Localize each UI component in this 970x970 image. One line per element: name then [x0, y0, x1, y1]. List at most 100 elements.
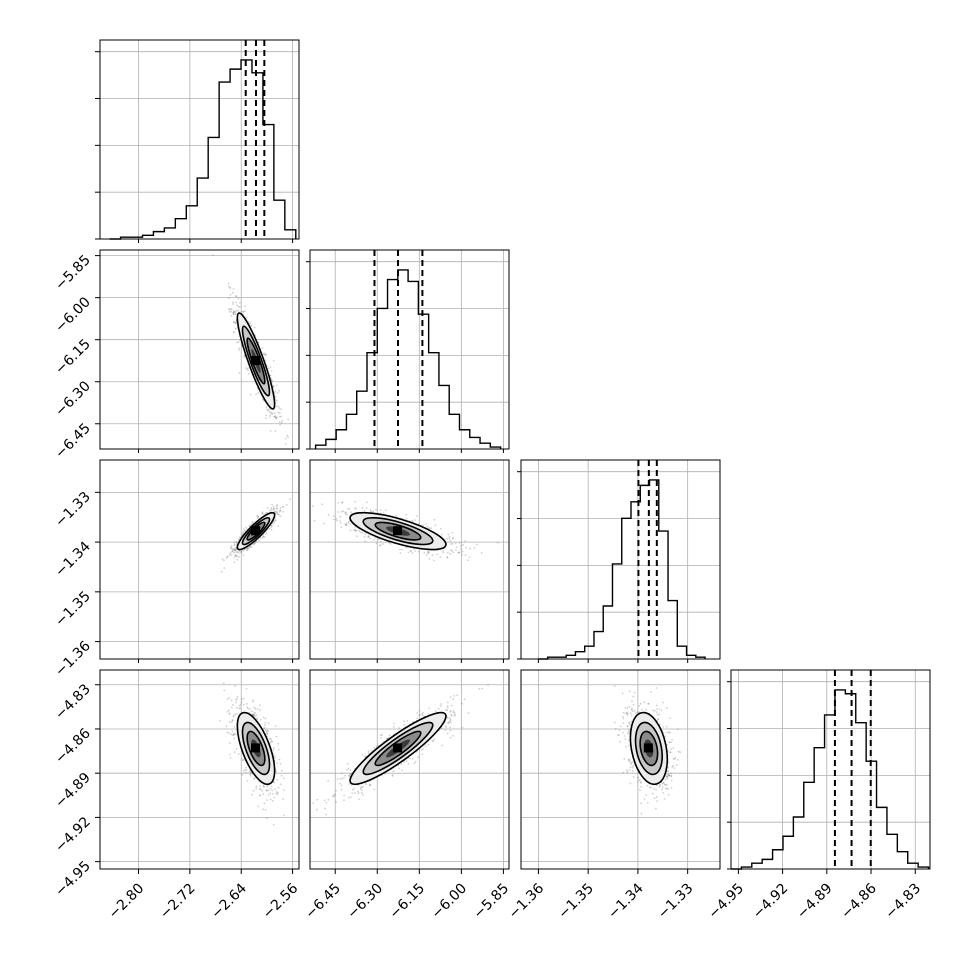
scatter-point — [274, 415, 277, 418]
scatter-point — [409, 549, 412, 552]
scatter-point — [450, 704, 453, 707]
scatter-point — [289, 498, 292, 500]
scatter-point — [661, 786, 664, 789]
scatter-point — [440, 705, 442, 707]
scatter-point — [343, 799, 345, 802]
scatter-point — [670, 748, 673, 751]
scatter-point — [361, 786, 363, 788]
scatter-point — [276, 791, 279, 794]
scatter-point — [235, 706, 238, 709]
scatter-point — [629, 724, 631, 726]
scatter-point — [624, 712, 627, 715]
scatter-point — [246, 367, 249, 370]
scatter-point — [279, 507, 282, 509]
scatter-point — [228, 713, 231, 716]
scatter-point — [272, 781, 275, 784]
scatter-point — [267, 794, 270, 796]
scatter-point — [656, 800, 658, 802]
scatter-point — [242, 554, 245, 557]
scatter-point — [248, 524, 251, 527]
scatter-point — [359, 531, 362, 534]
scatter-point — [448, 537, 451, 540]
scatter-point — [385, 509, 387, 512]
scatter-point — [363, 536, 366, 538]
scatter-point — [274, 430, 277, 432]
scatter-point — [245, 769, 248, 771]
scatter-point — [409, 550, 412, 553]
scatter-point — [282, 511, 284, 513]
scatter-point — [359, 786, 362, 789]
scatter-point — [275, 416, 277, 419]
scatter-point — [344, 523, 347, 526]
scatter-point — [669, 751, 671, 754]
scatter-point — [230, 706, 233, 709]
scatter-point — [353, 787, 355, 790]
scatter-point — [631, 710, 634, 712]
scatter-point — [265, 353, 267, 356]
scatter-point — [456, 694, 459, 697]
scatter-point — [341, 777, 343, 780]
scatter-point — [467, 712, 470, 714]
scatter-point — [416, 712, 419, 714]
scatter-point — [458, 551, 461, 554]
scatter-point — [427, 550, 429, 553]
scatter-point — [261, 512, 264, 515]
scatter-point — [427, 552, 430, 555]
scatter-point — [229, 757, 232, 759]
scatter-point — [247, 369, 249, 372]
scatter-point — [367, 752, 370, 755]
scatter-point — [449, 710, 452, 712]
scatter-point — [480, 552, 483, 554]
scatter-point — [269, 414, 272, 416]
scatter-point — [367, 535, 370, 538]
scatter-point — [252, 713, 254, 716]
scatter-point — [233, 725, 236, 728]
scatter-point — [431, 554, 434, 556]
scatter-point — [496, 541, 499, 544]
scatter-point — [670, 774, 673, 777]
scatter-point — [339, 782, 341, 785]
scatter-point — [343, 777, 345, 779]
scatter-point — [639, 781, 642, 784]
scatter-point — [425, 523, 428, 525]
scatter-point — [269, 741, 272, 744]
scatter-point — [373, 539, 375, 541]
scatter-point — [235, 540, 238, 543]
scatter-point — [272, 359, 275, 362]
scatter-point — [656, 711, 658, 714]
scatter-point — [450, 714, 453, 716]
scatter-point — [333, 794, 336, 797]
scatter-point — [233, 751, 236, 754]
scatter-point — [233, 321, 235, 323]
scatter-point — [445, 708, 447, 711]
scatter-point — [339, 521, 342, 524]
scatter-point — [269, 787, 272, 790]
scatter-point — [250, 546, 253, 548]
scatter-point — [270, 411, 272, 414]
scatter-point — [341, 501, 343, 504]
scatter-point — [273, 391, 276, 394]
scatter-point — [367, 750, 370, 752]
scatter-point — [344, 511, 347, 514]
scatter-point — [254, 711, 256, 714]
scatter-point — [465, 546, 467, 549]
scatter-point — [277, 786, 280, 789]
scatter-point — [275, 510, 278, 513]
scatter-point — [266, 410, 269, 412]
scatter-point — [442, 550, 445, 552]
scatter-point — [245, 367, 247, 369]
scatter-point — [316, 808, 318, 811]
scatter-point — [403, 720, 405, 723]
scatter-point — [229, 546, 232, 549]
scatter-point — [246, 780, 249, 782]
scatter-point — [358, 529, 360, 532]
scatter-point — [271, 412, 273, 414]
scatter-point — [278, 415, 281, 418]
scatter-point — [345, 511, 347, 514]
scatter-point — [263, 724, 266, 727]
scatter-point — [312, 802, 315, 805]
scatter-point — [238, 347, 241, 350]
scatter-point — [325, 813, 327, 816]
scatter-point — [232, 313, 235, 315]
scatter-point — [241, 310, 244, 313]
